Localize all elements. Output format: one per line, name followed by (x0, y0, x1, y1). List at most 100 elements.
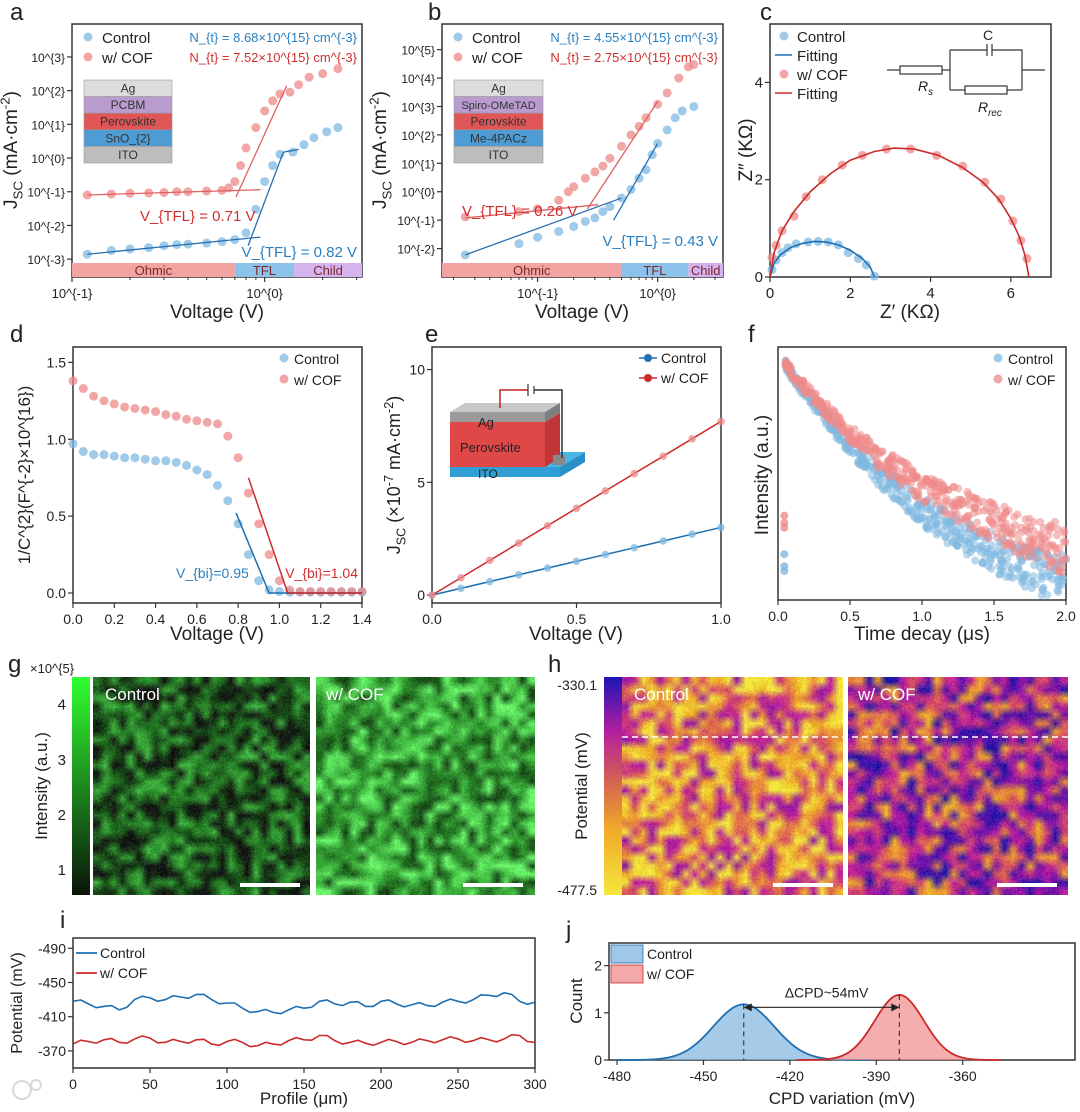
plot-frame (769, 23, 1052, 278)
data-point (159, 241, 169, 251)
plot-frame (72, 346, 363, 604)
data-point (140, 405, 150, 415)
x-axis-title: Voltage (V) (170, 624, 264, 645)
decay-point (854, 459, 863, 468)
decay-point (1013, 510, 1022, 519)
y-tick-label: 0 (594, 1052, 602, 1068)
profile-line-control (72, 991, 536, 1015)
x-tick-label: 1.4 (352, 611, 372, 627)
trap-density-control: N_{t} = 4.55×10^{15} cm^{-3} (550, 30, 718, 45)
rrec-label: Rrec (978, 99, 1002, 119)
map-label-cof: w/ COF (325, 685, 384, 704)
kpfm-map-control (622, 677, 843, 895)
y-tick-label: 10^{0} (401, 186, 435, 200)
watermark-mark (30, 1079, 42, 1091)
data-point (99, 396, 109, 406)
data-point (274, 576, 284, 586)
inset-perovskite-label: Perovskite (460, 440, 521, 455)
data-point (268, 96, 278, 106)
data-point (285, 87, 295, 97)
data-point (543, 564, 552, 572)
decay-point (937, 526, 946, 535)
decay-point (985, 516, 994, 525)
decay-point (1059, 556, 1068, 565)
decay-point (1052, 531, 1061, 540)
data-point (304, 72, 314, 82)
decay-point (971, 556, 980, 565)
data-point (125, 244, 135, 254)
y-tick-label: 10^{-2} (27, 219, 65, 233)
region-child (688, 263, 723, 277)
distribution-curve (796, 994, 1001, 1061)
data-point (243, 488, 253, 498)
decay-point (867, 442, 876, 451)
panel-label: f (748, 321, 755, 348)
vtfl-cof-label: V_{TFL} = 0.71 V (140, 208, 256, 225)
decay-point (932, 519, 941, 528)
region-label: Child (691, 263, 721, 278)
y-tick-label: 2 (594, 958, 602, 974)
decay-point (979, 559, 988, 568)
vtfl-cof-label: V_{TFL} = 0.26 V (462, 203, 578, 220)
decay-point (969, 524, 978, 533)
potential-colorbar (604, 677, 622, 895)
data-point (347, 586, 357, 596)
decay-point (1027, 584, 1036, 593)
wire-negative (534, 389, 563, 458)
y-tick-label: 10^{0} (31, 152, 65, 166)
data-point (241, 143, 251, 153)
map-overlays (72, 677, 1068, 895)
x-tick-label: 10^{0} (246, 286, 283, 301)
decay-point (918, 514, 927, 523)
fit-line (235, 85, 288, 198)
data-point (659, 452, 667, 460)
decay-point (941, 532, 950, 541)
panel-d: 0.0 0.2 0.4 0.6 0.8 1.0 1.2 1.4 0.0 0.5 1.0 1.5 Cont… (47, 346, 372, 627)
x-tick-label: 1.0 (711, 611, 731, 627)
fit-line (283, 148, 299, 153)
data-point (653, 99, 663, 109)
decay-point (914, 494, 923, 503)
decay-point (990, 502, 999, 511)
colorbar-title: Potential (mV) (572, 732, 591, 840)
decay-point (893, 465, 902, 474)
x-tick-label: 0.0 (63, 611, 83, 627)
data-point (322, 127, 332, 137)
decay-point (1047, 559, 1056, 568)
data-point (151, 407, 161, 417)
x-tick-label: 0.6 (187, 611, 207, 627)
legend-label: w/ COF (99, 965, 147, 981)
y-tick-label: 10^{2} (401, 129, 435, 143)
fit-curve (769, 147, 1030, 278)
data-point (213, 480, 222, 490)
decay-point (991, 551, 1000, 560)
y-tick-label: 1.0 (47, 431, 67, 447)
data-point (980, 177, 990, 187)
data-point (202, 470, 212, 480)
colorbar-tick-label: 3 (58, 752, 66, 769)
data-point (268, 161, 278, 171)
data-point (428, 591, 436, 599)
legend-label: w/ COF (796, 67, 848, 84)
data-point (333, 123, 343, 133)
panel-label: h (548, 651, 561, 678)
stack-layer-label: Ag (121, 82, 136, 96)
decay-point (1040, 552, 1049, 561)
ito-contact (553, 455, 565, 465)
x-tick-label: 250 (446, 1076, 470, 1092)
panel-a: 10^{-1} 10^{0} 10^{-3} 10^{-2} 10^{-1} 10^{0}… (27, 23, 363, 301)
colorbar-tick-label: 2 (58, 807, 66, 824)
data-point (601, 487, 610, 495)
decay-point (781, 360, 790, 369)
ito-front (450, 467, 560, 477)
y-tick-label: 10^{1} (31, 118, 65, 132)
data-point (598, 207, 608, 217)
y-axis-title: 1/C^{2}(F^{-2}×10^{16}) (15, 386, 34, 564)
ag-front (450, 412, 545, 422)
legend-label: Control (661, 350, 706, 366)
decay-point (1054, 578, 1063, 587)
fit-line (247, 477, 362, 594)
y-tick-label: 10^{-2} (397, 243, 435, 257)
stack-layer (83, 146, 173, 164)
legend-label: Fitting (797, 86, 838, 103)
